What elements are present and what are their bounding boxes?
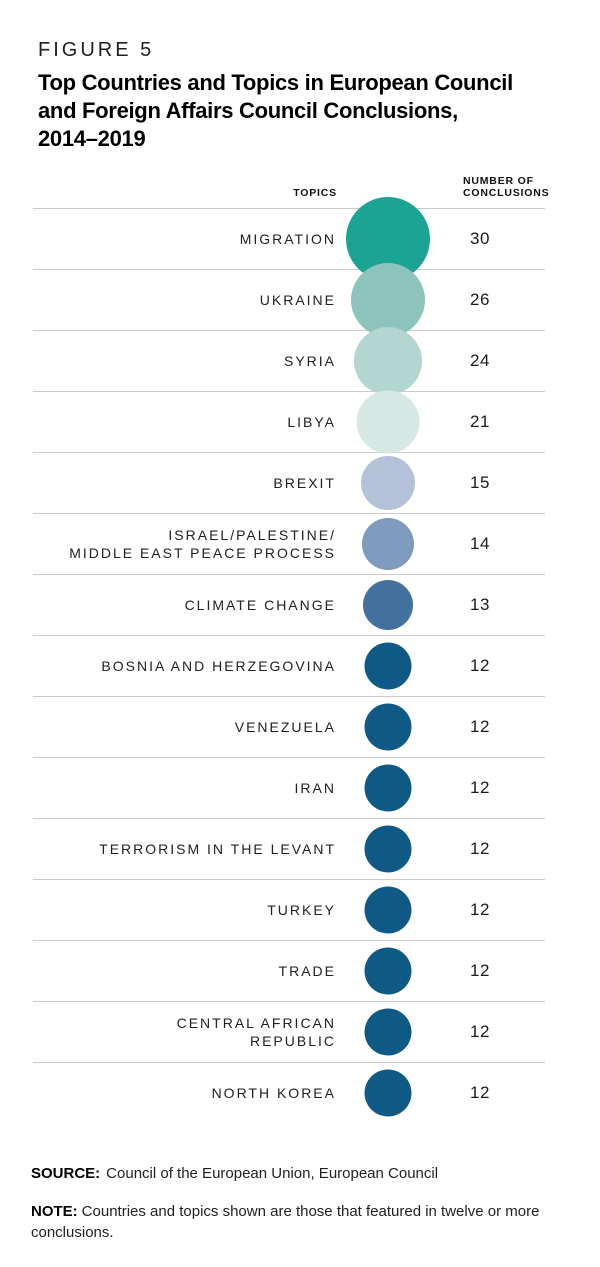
table-row: TERRORISM IN THE LEVANT 12: [33, 818, 545, 879]
conclusions-count: 26: [470, 290, 490, 309]
topic-label: TURKEY: [267, 902, 336, 918]
conclusions-count: 14: [470, 534, 490, 553]
table-row: TRADE 12: [33, 940, 545, 1001]
topic-label: UKRAINE: [259, 292, 336, 308]
figure-footer: SOURCE: Council of the European Union, Eu…: [31, 1163, 558, 1243]
note-line: NOTE: Countries and topics shown are thos…: [31, 1201, 558, 1243]
conclusions-bubble: [364, 1008, 412, 1056]
table-row: LIBYA 21: [33, 390, 545, 454]
bubble-chart: TOPICS NUMBER OF CONCLUSIONS MIGRATION 3…: [33, 175, 550, 1123]
table-row: NORTH KOREA 12: [33, 1062, 545, 1123]
topic-label: ISRAEL/PALESTINE/ MIDDLE EAST PEACE PROC…: [69, 527, 336, 561]
topic-label: LIBYA: [287, 414, 336, 430]
conclusions-count: 12: [470, 778, 490, 797]
figure-title-line-3: 2014–2019: [38, 126, 146, 151]
bubble-cell: [340, 327, 436, 395]
table-row: VENEZUELA 12: [33, 696, 545, 757]
conclusions-bubble: [354, 327, 422, 395]
conclusions-count: 12: [470, 1022, 490, 1041]
conclusions-count: 12: [470, 839, 490, 858]
table-row: BOSNIA AND HERZEGOVINA 12: [33, 635, 545, 696]
conclusions-count: 21: [470, 412, 490, 431]
bubble-cell: [340, 758, 436, 818]
conclusions-count: 12: [470, 1083, 490, 1102]
table-row: ISRAEL/PALESTINE/ MIDDLE EAST PEACE PROC…: [33, 513, 545, 574]
conclusions-bubble: [351, 263, 425, 337]
conclusions-bubble: [363, 580, 413, 630]
topic-label: IRAN: [294, 780, 336, 796]
topic-label: BREXIT: [273, 475, 336, 491]
note-label: NOTE:: [31, 1203, 78, 1220]
figure-kicker: FIGURE 5: [38, 39, 155, 61]
figure-title-line-2: and Foreign Affairs Council Conclusions,: [38, 98, 458, 123]
chart-rows: MIGRATION 30 UKRAINE 26 SYRIA 24 LIBYA 2…: [33, 197, 545, 1123]
topic-label: VENEZUELA: [234, 719, 336, 735]
bubble-cell: [340, 941, 436, 1001]
conclusions-bubble: [356, 390, 420, 454]
table-row: BREXIT 15: [33, 452, 545, 513]
number-column-header: NUMBER OF CONCLUSIONS: [463, 175, 550, 199]
topic-label: NORTH KOREA: [211, 1085, 336, 1101]
conclusions-count: 30: [470, 229, 490, 248]
conclusions-count: 12: [470, 717, 490, 736]
conclusions-bubble: [361, 456, 415, 510]
topics-column-header: TOPICS: [293, 187, 337, 199]
source-line: SOURCE: Council of the European Union, Eu…: [31, 1163, 558, 1184]
figure-title-line-1: Top Countries and Topics in European Cou…: [38, 70, 513, 95]
column-header-row: TOPICS NUMBER OF CONCLUSIONS: [33, 175, 550, 199]
table-row: MIGRATION 30: [33, 197, 545, 281]
source-text: Council of the European Union, European …: [106, 1165, 439, 1182]
topic-label: SYRIA: [283, 353, 336, 369]
bubble-cell: [340, 819, 436, 879]
conclusions-bubble: [364, 764, 412, 812]
bubble-cell: [340, 1063, 436, 1123]
bubble-cell: [340, 197, 436, 281]
bubble-cell: [340, 575, 436, 635]
bubble-cell: [340, 263, 436, 337]
table-row: CLIMATE CHANGE 13: [33, 574, 545, 635]
conclusions-count: 12: [470, 656, 490, 675]
conclusions-bubble: [364, 703, 412, 751]
table-row: CENTRAL AFRICAN REPUBLIC 12: [33, 1001, 545, 1062]
table-row: TURKEY 12: [33, 879, 545, 940]
figure-title: Top Countries and Topics in European Cou…: [38, 69, 600, 153]
conclusions-bubble: [364, 886, 412, 934]
conclusions-bubble: [364, 642, 412, 690]
table-row: UKRAINE 26: [33, 263, 545, 337]
topic-label: MIGRATION: [239, 231, 336, 247]
topic-label: CLIMATE CHANGE: [184, 597, 336, 613]
table-row: IRAN 12: [33, 757, 545, 818]
title-block: FIGURE 5 Top Countries and Topics in Eur…: [0, 0, 600, 153]
bubble-cell: [340, 697, 436, 757]
conclusions-count: 24: [470, 351, 490, 370]
conclusions-count: 12: [470, 961, 490, 980]
bubble-cell: [340, 514, 436, 574]
bubble-cell: [340, 1002, 436, 1062]
conclusions-bubble: [364, 947, 412, 995]
topic-label: TRADE: [278, 963, 336, 979]
conclusions-count: 12: [470, 900, 490, 919]
topic-label: BOSNIA AND HERZEGOVINA: [101, 658, 336, 674]
conclusions-bubble: [364, 825, 412, 873]
conclusions-bubble: [362, 518, 414, 570]
conclusions-count: 15: [470, 473, 490, 492]
source-label: SOURCE:: [31, 1165, 101, 1182]
bubble-cell: [340, 880, 436, 940]
bubble-cell: [340, 453, 436, 513]
conclusions-count: 13: [470, 595, 490, 614]
topic-label: TERRORISM IN THE LEVANT: [99, 841, 336, 857]
note-text: Countries and topics shown are those tha…: [31, 1203, 540, 1241]
conclusions-bubble: [364, 1069, 412, 1117]
topic-label: CENTRAL AFRICAN REPUBLIC: [176, 1015, 336, 1049]
table-row: SYRIA 24: [33, 327, 545, 395]
bubble-cell: [340, 390, 436, 454]
bubble-cell: [340, 636, 436, 696]
